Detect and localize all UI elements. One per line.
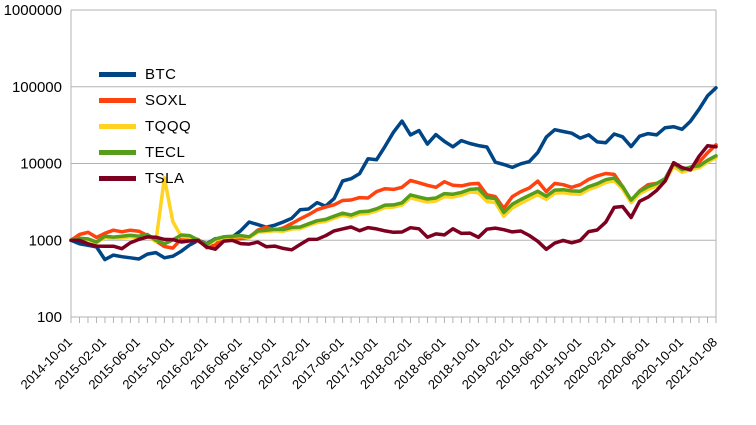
legend-item-tqqq: TQQQ xyxy=(99,113,191,139)
legend-label-btc: BTC xyxy=(145,65,177,83)
legend-label-tqqq: TQQQ xyxy=(145,117,192,135)
series-line-tecl xyxy=(69,154,718,247)
legend-swatch-tsla xyxy=(99,175,136,181)
legend-swatch-tqqq xyxy=(99,123,136,129)
y-axis-label: 10000 xyxy=(20,156,62,173)
legend-swatch-soxl xyxy=(99,97,136,103)
legend-item-soxl: SOXL xyxy=(99,87,191,113)
legend-item-btc: BTC xyxy=(99,61,191,87)
legend-label-tecl: TECL xyxy=(145,143,186,161)
y-axis-label: 100000 xyxy=(12,79,62,96)
series-line-tsla xyxy=(69,144,718,252)
series-line-btc xyxy=(69,86,718,262)
y-axis-label: 100 xyxy=(37,309,62,326)
legend-swatch-tecl xyxy=(99,149,136,155)
y-axis-label: 1000000 xyxy=(4,2,62,19)
legend-swatch-btc xyxy=(99,71,136,77)
legend-label-soxl: SOXL xyxy=(145,91,188,109)
legend-item-tsla: TSLA xyxy=(99,165,191,191)
chart-legend: BTC SOXL TQQQ TECL TSLA xyxy=(99,61,191,191)
series-line-tqqq xyxy=(69,155,718,248)
legend-label-tsla: TSLA xyxy=(145,169,185,187)
y-axis-label: 1000 xyxy=(29,232,62,249)
legend-item-tecl: TECL xyxy=(99,139,191,165)
